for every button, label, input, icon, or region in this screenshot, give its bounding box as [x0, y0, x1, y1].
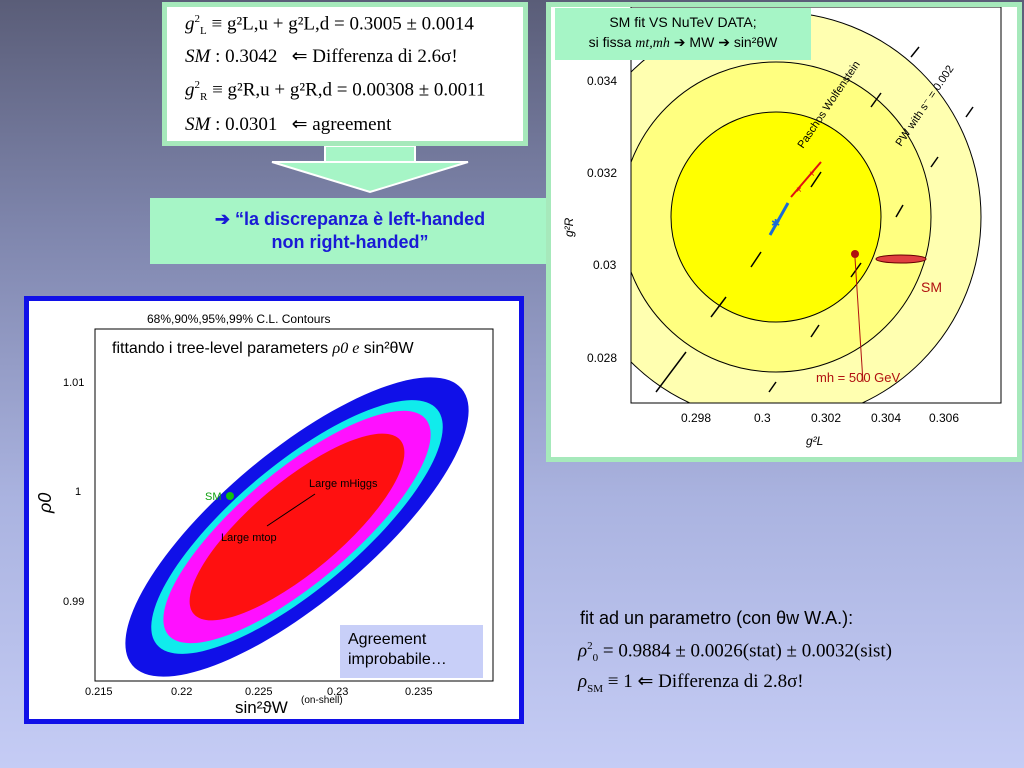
left-y-ticks: 1.01 1 0.99 — [63, 377, 84, 608]
sm-fit-line-2: si fissa mt,mh ➔ MW ➔ sin²θW — [588, 34, 778, 51]
left-sm-label: SM — [205, 491, 222, 503]
x-tick: 0.302 — [811, 411, 841, 425]
y-tick: 0.028 — [587, 351, 617, 365]
left-sm-point — [226, 492, 234, 500]
mh-label: mh = 500 GeV — [816, 370, 901, 385]
rho-sin2-plot: 68%,90%,95%,99% C.L. Contours SM Large m… — [35, 312, 494, 717]
y-tick: 0.034 — [587, 74, 617, 88]
down-arrow-icon — [271, 146, 469, 194]
y-tick: 0.032 — [587, 166, 617, 180]
right-ylabel: g²R — [562, 217, 576, 237]
right-figure-frame: ✱ × × SM mh = 500 GeV Paschos Wolfenstei… — [546, 2, 1022, 462]
gR-equation: g2R ≡ g²R,u + g²R,d = 0.00308 ± 0.0011 — [185, 79, 486, 104]
contours — [125, 377, 469, 677]
left-figure: 68%,90%,95%,99% C.L. Contours SM Large m… — [29, 301, 519, 719]
left-plot-title: 68%,90%,95%,99% C.L. Contours — [147, 312, 330, 326]
left-xlabel: sin²ϑW — [235, 698, 288, 717]
callout-line-2: non right-handed” — [271, 232, 429, 252]
sm-ellipse — [875, 254, 927, 264]
x-tick: 0.23 — [327, 686, 348, 698]
rho0-line: ρ20 = 0.9884 ± 0.0026(stat) ± 0.0032(sis… — [578, 640, 892, 665]
gL-equation: g2L ≡ g²L,u + g²L,d = 0.3005 ± 0.0014 — [185, 13, 474, 38]
large-mtop-label: Large mtop — [221, 532, 277, 544]
agreement-line-2: improbabile… — [348, 651, 447, 668]
x-tick: 0.22 — [171, 686, 192, 698]
left-ylabel: ρ0 — [35, 493, 55, 514]
x-tick: 0.304 — [871, 411, 901, 425]
left-xlabel-suffix: (on-shell) — [301, 695, 343, 706]
left-x-ticks: 0.215 0.22 0.225 0.23 0.235 — [85, 686, 433, 698]
agreement-box: Agreement improbabile… — [340, 625, 483, 678]
right-x-ticks: 0.298 0.3 0.302 0.304 0.306 — [681, 411, 959, 425]
gL-gR-plot: ✱ × × SM mh = 500 GeV Paschos Wolfenstei… — [562, 7, 1002, 448]
right-plot-frame — [630, 7, 1002, 404]
agreement-line-1: Agreement — [348, 631, 427, 648]
equation-box: g2L ≡ g²L,u + g²L,d = 0.3005 ± 0.0014 SM… — [162, 2, 528, 146]
large-mhiggs-label: Large mHiggs — [309, 478, 378, 490]
rhosm-line: ρSM ≡ 1 ⇐ Differenza di 2.8σ! — [578, 671, 804, 695]
x-tick: 0.3 — [754, 411, 771, 425]
x-tick: 0.306 — [929, 411, 959, 425]
svg-text:×: × — [809, 169, 815, 180]
y-tick: 1 — [75, 486, 81, 498]
sm-point — [851, 250, 859, 258]
x-tick: 0.235 — [405, 686, 433, 698]
blue-marker: ✱ — [771, 218, 780, 230]
right-sm-label: SM — [921, 279, 942, 295]
y-tick: 0.03 — [593, 258, 617, 272]
fit-tree-level-label: fittando i tree-level parameters ρ0 e si… — [112, 340, 414, 357]
fit-param-title: fit ad un parametro (con θw W.A.): — [580, 608, 854, 628]
right-figure: ✱ × × SM mh = 500 GeV Paschos Wolfenstei… — [551, 7, 1017, 457]
y-tick: 0.99 — [63, 596, 84, 608]
x-tick: 0.215 — [85, 686, 113, 698]
x-tick: 0.298 — [681, 411, 711, 425]
right-y-ticks: 0.034 0.032 0.03 0.028 — [587, 74, 617, 365]
equation-panel: g2L ≡ g²L,u + g²L,d = 0.3005 ± 0.0014 SM… — [167, 7, 523, 141]
discrepancy-callout: ➔ “la discrepanza è left-handed non righ… — [150, 198, 550, 264]
fit-markers-red: × × — [790, 161, 822, 198]
sm-fit-label: SM fit VS NuTeV DATA; si fissa mt,mh ➔ M… — [555, 8, 811, 60]
red-marker: × — [796, 185, 802, 196]
sm-fit-line-1: SM fit VS NuTeV DATA; — [609, 14, 757, 30]
fit-markers-blue: ✱ — [768, 202, 790, 236]
sm-gR-line: SM : 0.0301 ⇐ agreement — [185, 114, 392, 135]
x-tick: 0.225 — [245, 686, 273, 698]
y-tick: 1.01 — [63, 377, 84, 389]
sm-gL-line: SM : 0.3042 ⇐ Differenza di 2.6σ! — [185, 46, 458, 67]
left-figure-frame: 68%,90%,95%,99% C.L. Contours SM Large m… — [24, 296, 524, 724]
callout-line-1: ➔ “la discrepanza è left-handed — [214, 209, 486, 229]
right-xlabel: g²L — [806, 434, 823, 448]
contour-68 — [189, 433, 405, 621]
contour-inner — [670, 111, 882, 323]
